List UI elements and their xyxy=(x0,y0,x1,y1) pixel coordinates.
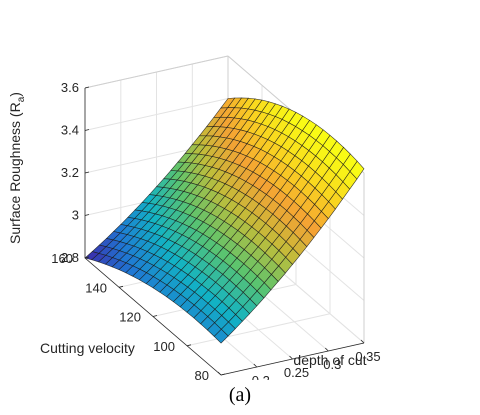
figure-caption: (a) xyxy=(228,384,252,406)
x-tick xyxy=(325,347,329,352)
box-edge xyxy=(84,55,229,89)
x-tick-label: 0.2 xyxy=(252,373,270,380)
z-tick-label: 3.6 xyxy=(61,80,79,95)
z-axis-title: Surface Roughness (Ra) xyxy=(7,92,27,244)
y-tick-label: 100 xyxy=(153,339,175,354)
surface-patch xyxy=(213,328,229,344)
x-tick-label: 0.25 xyxy=(284,365,309,380)
z-tick-label: 2.8 xyxy=(61,250,79,265)
y-tick xyxy=(220,373,226,376)
x-tick xyxy=(289,355,293,360)
surface-mesh xyxy=(84,97,365,344)
z-tick xyxy=(84,171,90,174)
x-tick xyxy=(253,363,258,368)
axes-layer: 2.833.23.43.60.150.20.250.30.35801001201… xyxy=(7,80,381,380)
z-tick xyxy=(84,129,90,131)
x-tick-label: 0.3 xyxy=(323,357,341,372)
surface-plot: 2.833.23.43.60.150.20.250.30.35801001201… xyxy=(7,55,381,380)
x-tick-label: 0.35 xyxy=(355,349,380,364)
grid-line xyxy=(84,98,229,131)
y-tick-label: 80 xyxy=(195,368,209,380)
y-tick-label: 140 xyxy=(85,280,107,295)
z-tick-label: 3.4 xyxy=(61,123,79,138)
y-tick-label: 120 xyxy=(119,310,141,325)
x-axis-title: depth of cut xyxy=(293,352,366,368)
z-tick-label: 3 xyxy=(72,208,79,223)
y-tick xyxy=(118,285,124,288)
y-axis-title: Cutting velocity xyxy=(40,340,135,356)
y-tick xyxy=(186,344,192,347)
y-tick xyxy=(152,315,158,317)
y-tick xyxy=(84,256,90,259)
grid-line xyxy=(186,313,331,347)
x-tick xyxy=(360,339,365,344)
z-tick xyxy=(84,86,90,89)
y-tick-label: 160 xyxy=(51,251,73,266)
z-tick xyxy=(84,214,90,216)
x-tick xyxy=(217,371,222,376)
z-tick-label: 3.2 xyxy=(61,165,79,180)
